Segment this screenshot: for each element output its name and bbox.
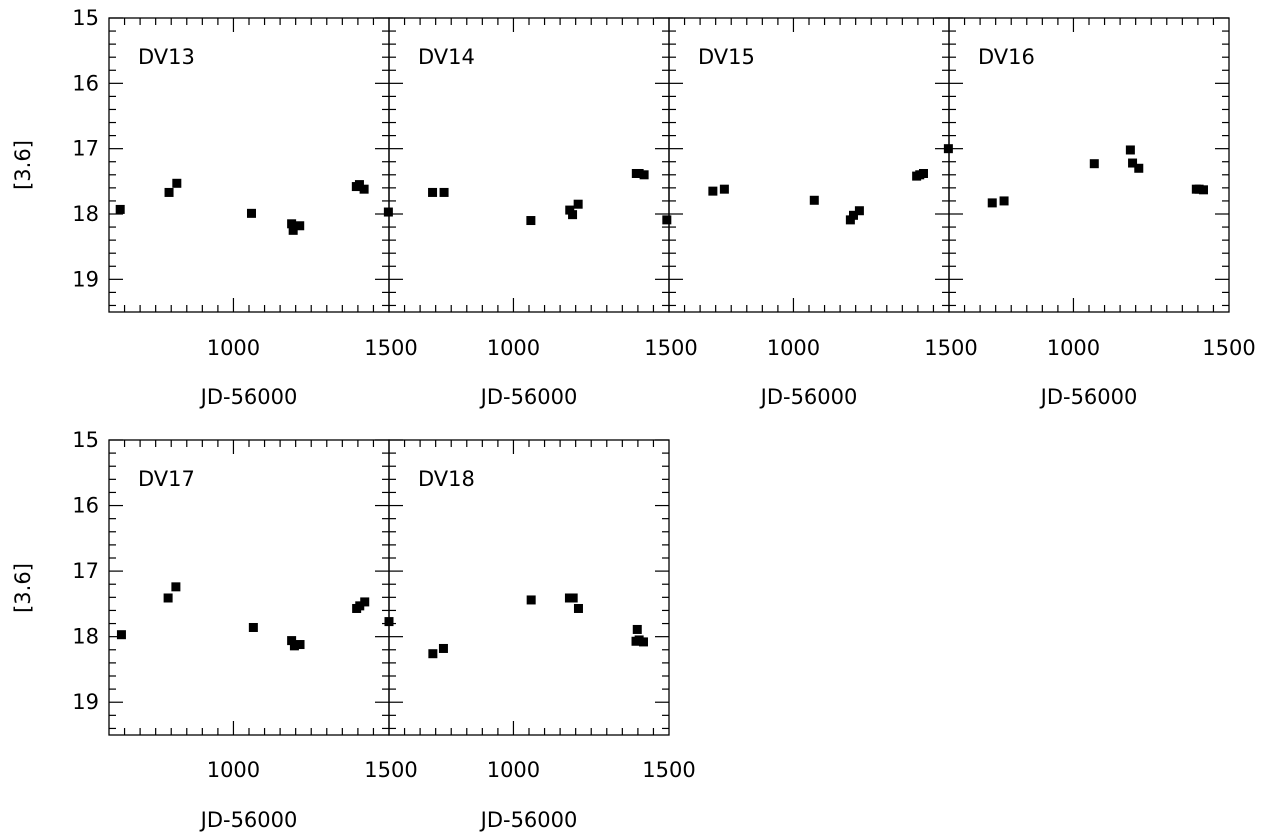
y-tick-label: 19 xyxy=(72,690,99,714)
data-point xyxy=(943,144,953,154)
panel-dv14: 1000 1500 JD-56000 DV14 xyxy=(383,17,698,409)
panel-dv17: 15 16 17 18 19 1000 1500 JD-56000 DV17 xyxy=(72,428,417,832)
data-point xyxy=(115,204,125,214)
data-point xyxy=(638,637,648,647)
data-point xyxy=(573,603,583,613)
data-point xyxy=(355,601,365,611)
data-point xyxy=(383,207,393,217)
panel-label: DV16 xyxy=(978,45,1035,69)
data-point xyxy=(438,643,448,653)
y-tick-label: 18 xyxy=(72,625,99,649)
data-point xyxy=(359,184,369,194)
panel-label: DV14 xyxy=(418,45,475,69)
data-point xyxy=(526,595,536,605)
data-point xyxy=(526,216,536,226)
data-point xyxy=(289,641,299,651)
y-tick-label: 18 xyxy=(72,202,99,226)
x-axis-title: JD-56000 xyxy=(759,385,858,409)
x-tick-label: 1500 xyxy=(644,336,697,360)
data-point xyxy=(1198,185,1208,195)
data-point xyxy=(428,187,438,197)
y-axis-title: [3.6] xyxy=(11,140,35,190)
y-tick-label: 16 xyxy=(72,71,99,95)
panel-dv13: 15 16 17 18 19 1000 1500 JD-56000 DV13 xyxy=(72,6,417,409)
x-axis-title: JD-56000 xyxy=(199,385,298,409)
data-point xyxy=(163,593,173,603)
x-tick-label: 1500 xyxy=(1202,336,1255,360)
y-tick-label: 15 xyxy=(72,428,99,452)
data-point xyxy=(1128,158,1138,168)
data-point xyxy=(384,617,394,627)
data-point xyxy=(708,186,718,196)
data-point xyxy=(295,640,305,650)
x-tick-label: 1000 xyxy=(207,758,260,782)
x-axis-title: JD-56000 xyxy=(199,808,298,832)
data-point xyxy=(573,199,583,209)
data-point xyxy=(439,187,449,197)
x-axis-title: JD-56000 xyxy=(479,385,578,409)
data-point xyxy=(987,198,997,208)
y-tick-label: 19 xyxy=(72,267,99,291)
x-tick-label: 1000 xyxy=(487,758,540,782)
data-point xyxy=(662,215,672,225)
data-point xyxy=(246,208,256,218)
x-axis-title: JD-56000 xyxy=(479,808,578,832)
data-point xyxy=(568,210,578,220)
data-point xyxy=(634,168,644,178)
data-point xyxy=(918,168,928,178)
panel-label: DV15 xyxy=(698,45,755,69)
data-point xyxy=(568,593,578,603)
data-point xyxy=(287,219,297,229)
x-tick-label: 1500 xyxy=(924,336,977,360)
data-point xyxy=(999,196,1009,206)
x-tick-label: 1500 xyxy=(364,758,417,782)
data-point xyxy=(172,178,182,188)
data-point xyxy=(1125,145,1135,155)
data-point xyxy=(632,624,642,634)
y-tick-label: 15 xyxy=(72,6,99,30)
data-point xyxy=(845,215,855,225)
panel-dv15: 1000 1500 JD-56000 DV15 xyxy=(662,17,978,409)
data-point xyxy=(1089,159,1099,169)
data-point xyxy=(1134,163,1144,173)
y-tick-label: 16 xyxy=(72,494,99,518)
panel-label: DV13 xyxy=(138,45,195,69)
panel-label: DV18 xyxy=(418,467,475,491)
y-tick-label: 17 xyxy=(72,559,99,583)
x-axis-title: JD-56000 xyxy=(1039,385,1138,409)
x-tick-label: 1500 xyxy=(364,336,417,360)
data-point xyxy=(248,622,258,632)
x-tick-label: 1000 xyxy=(487,336,540,360)
data-point xyxy=(171,582,181,592)
data-point xyxy=(354,180,364,190)
x-tick-label: 1000 xyxy=(1047,336,1100,360)
x-tick-label: 1000 xyxy=(767,336,820,360)
data-point xyxy=(288,225,298,235)
panel-label: DV17 xyxy=(138,467,195,491)
data-point xyxy=(639,170,649,180)
y-tick-label: 17 xyxy=(72,137,99,161)
panel-dv18: 1000 1500 JD-56000 DV18 xyxy=(384,439,696,832)
x-tick-label: 1000 xyxy=(207,336,260,360)
data-point xyxy=(565,205,575,215)
data-point xyxy=(428,649,438,659)
data-point xyxy=(287,636,297,646)
data-point xyxy=(854,206,864,216)
data-point xyxy=(809,195,819,205)
x-tick-label: 1500 xyxy=(642,758,695,782)
data-point xyxy=(848,210,858,220)
y-axis-title: [3.6] xyxy=(11,563,35,613)
data-point xyxy=(116,630,126,640)
data-point xyxy=(719,184,729,194)
data-point xyxy=(295,221,305,231)
data-point xyxy=(164,187,174,197)
data-point xyxy=(360,597,370,607)
panel-dv16: 1000 1500 JD-56000 DV16 xyxy=(943,17,1256,409)
